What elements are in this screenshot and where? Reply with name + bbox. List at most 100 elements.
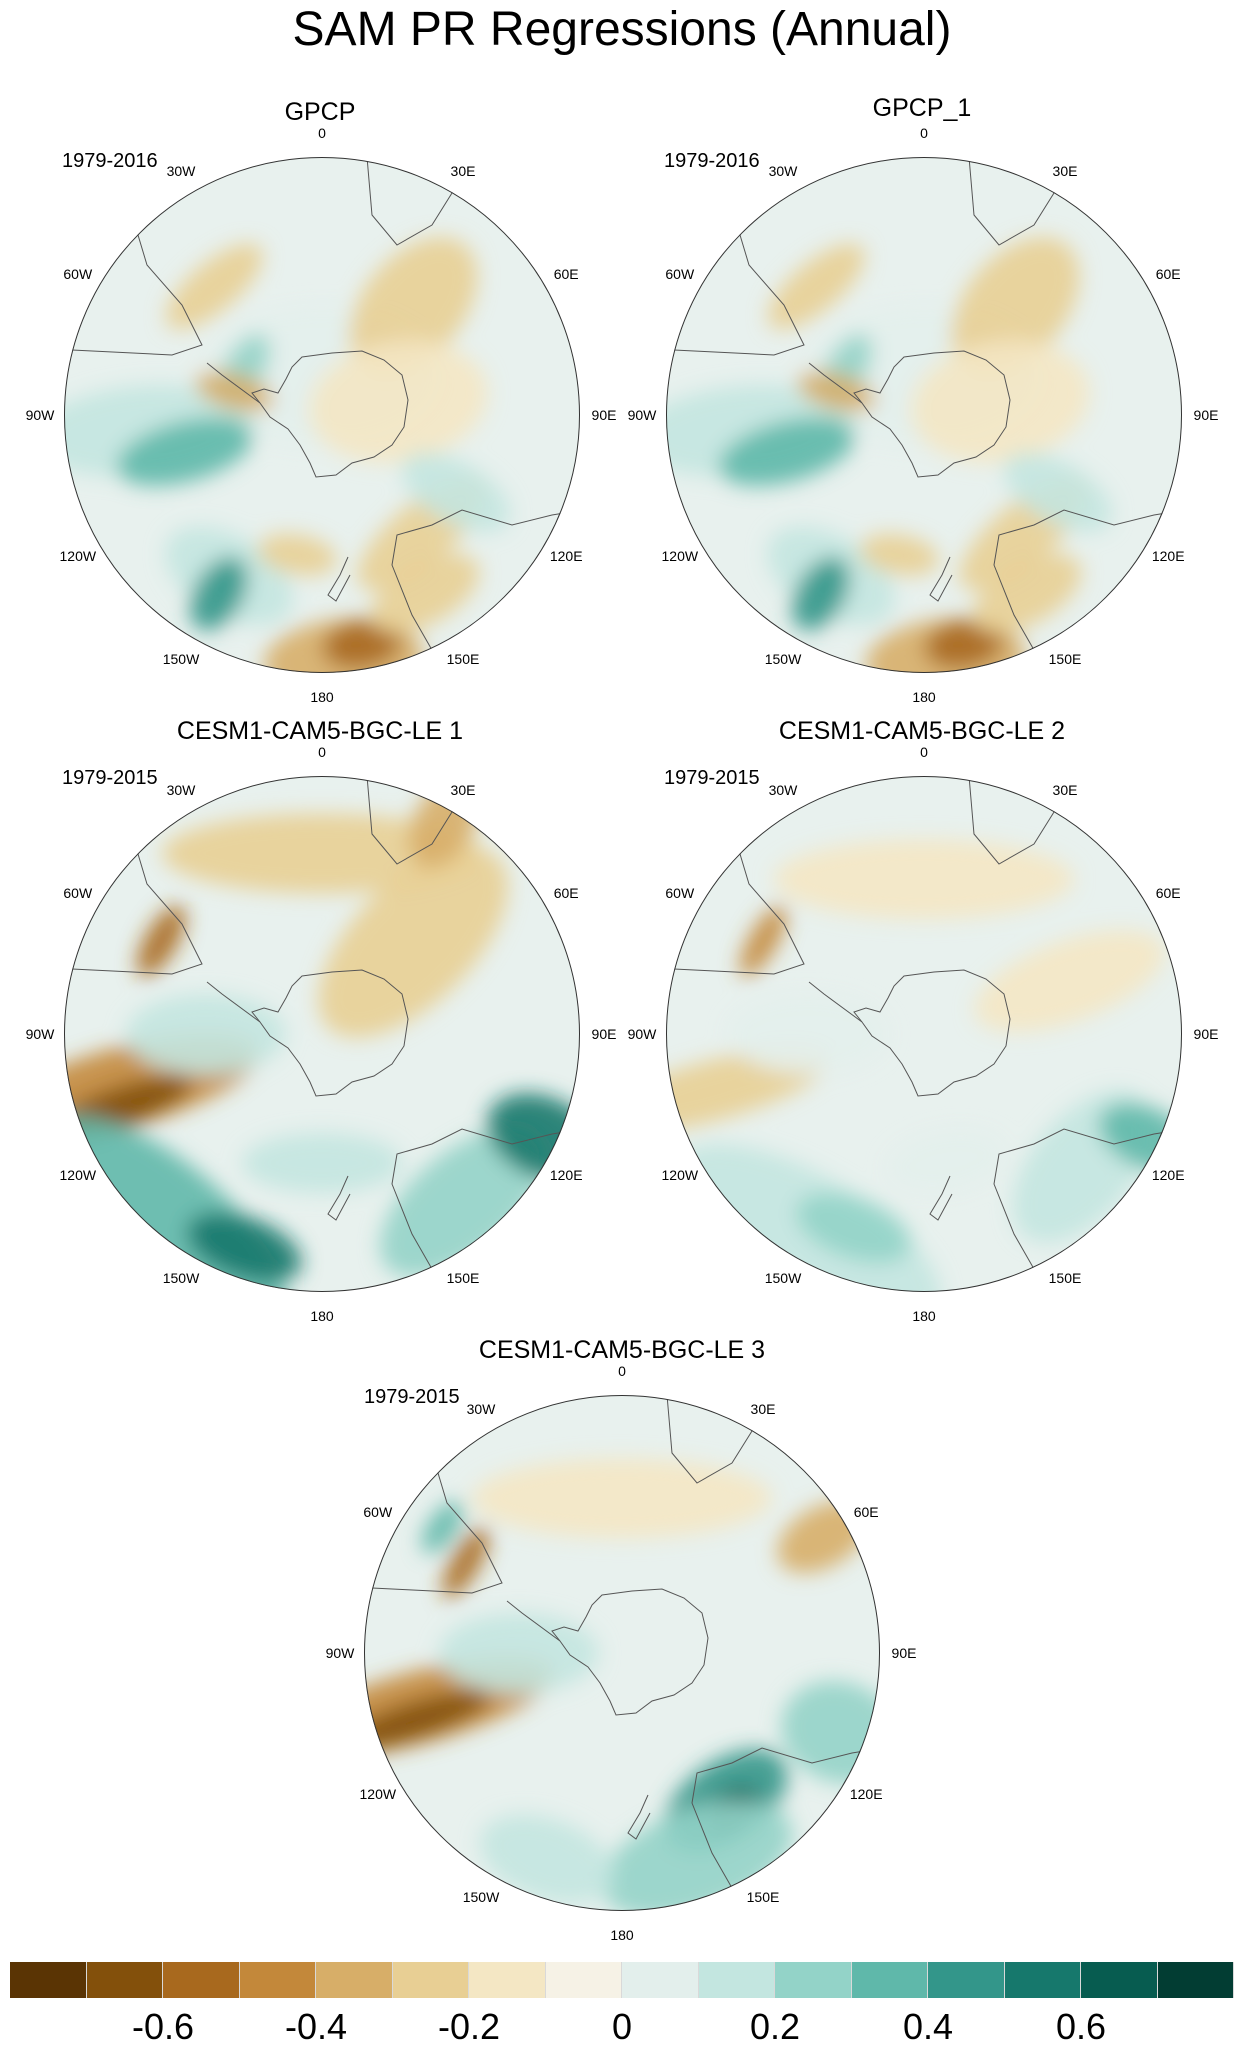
colorbar-box (545, 1962, 622, 1998)
anomaly-region (1004, 452, 1113, 533)
polar-map (666, 157, 1182, 673)
longitude-label: 150W (764, 651, 802, 668)
peninsula-outline (506, 1600, 561, 1642)
longitude-label: 30W (466, 1400, 496, 1417)
anomaly-region (973, 554, 1082, 634)
colorbar-label: 0.4 (902, 2006, 954, 2047)
australia-outline (391, 1128, 580, 1270)
anomaly-region (308, 340, 488, 463)
anomaly-region (195, 371, 274, 412)
anomaly-region (797, 371, 876, 412)
anomaly-region (674, 1143, 942, 1292)
longitude-label: 30W (166, 781, 196, 798)
map-border (364, 1395, 880, 1911)
longitude-label: 150W (764, 1270, 802, 1287)
colorbar-label: -0.6 (131, 2006, 195, 2047)
anomaly-region (162, 813, 482, 894)
longitude-label: 0 (618, 1363, 626, 1379)
panel-period: 1979-2016 (664, 150, 760, 172)
anomaly-region (322, 619, 402, 669)
anomaly-region (951, 237, 1080, 376)
colorbar-box (851, 1962, 928, 1998)
longitude-label: 60E (853, 1504, 879, 1520)
antarctica-outline (551, 1588, 709, 1716)
longitude-label: 90E (1193, 407, 1219, 423)
anomaly-region (727, 994, 888, 1074)
map-border (666, 157, 1182, 673)
longitude-label: 90W (627, 1026, 657, 1042)
longitude-label: 90W (25, 1026, 55, 1042)
africa-outline (666, 1395, 758, 1484)
africa-outline (366, 157, 458, 246)
longitude-label: 30E (450, 781, 476, 798)
new-zealand-outline (327, 1175, 351, 1221)
anomaly-region (887, 1129, 1006, 1193)
longitude-label: 30W (768, 781, 798, 798)
longitude-label: 90E (891, 1645, 917, 1661)
anomaly-region (186, 1212, 302, 1283)
anomaly-region (859, 533, 939, 576)
antarctica-outline (853, 969, 1011, 1097)
longitude-label: 90W (325, 1645, 355, 1661)
anomaly-region (349, 237, 478, 376)
longitude-label: 180 (610, 1927, 634, 1943)
longitude-label: 150E (1048, 1270, 1082, 1287)
australia-outline (691, 1747, 880, 1889)
longitude-label: 60W (665, 885, 695, 901)
anomaly-region (116, 417, 253, 486)
new-zealand-outline (327, 556, 351, 602)
anomaly-region (371, 554, 480, 634)
longitude-label: 120E (849, 1786, 883, 1802)
longitude-label: 30E (1052, 781, 1078, 798)
polar-map (64, 157, 580, 673)
colorbar-box (316, 1962, 393, 1998)
panel-title: CESM1-CAM5-BGC-LE 3 (478, 1336, 766, 1364)
panel-period: 1979-2015 (62, 767, 158, 789)
anomaly-region (479, 1814, 615, 1904)
anomaly-region (718, 417, 855, 486)
anomaly-region (666, 1048, 829, 1134)
longitude-label: 30W (166, 162, 196, 179)
colorbar-box (1081, 1962, 1158, 1998)
anomaly-region (318, 847, 509, 1038)
antarctica-outline (251, 969, 409, 1097)
anomaly-region (910, 340, 1090, 463)
anomaly-region (767, 243, 865, 330)
anomaly-region (421, 1501, 464, 1554)
figure-title: SAM PR Regressions (Annual) (292, 3, 952, 56)
peninsula-outline (206, 981, 261, 1023)
colorbar-box (163, 1962, 240, 1998)
colorbar-label: -0.2 (437, 2006, 501, 2047)
australia-outline (391, 509, 580, 651)
colorbar-box (469, 1962, 546, 1998)
map-border (64, 157, 580, 673)
colorbar-box (86, 1962, 163, 1998)
polar-map (666, 776, 1182, 1292)
longitude-label: 0 (318, 744, 326, 760)
longitude-label: 120E (549, 548, 583, 564)
colorbar-box (1004, 1962, 1081, 1998)
longitude-label: 120W (59, 1167, 97, 1183)
colorbar-label: 0.2 (749, 2006, 801, 2047)
polar-map (64, 776, 580, 1292)
longitude-label: 120W (661, 1167, 699, 1183)
colorbar-label: 0.6 (1055, 2006, 1107, 2047)
longitude-label: 60E (553, 266, 579, 282)
longitude-label: 150E (446, 651, 480, 668)
colorbar (10, 1962, 1234, 1998)
antarctica-outline (251, 350, 409, 478)
africa-outline (968, 157, 1060, 246)
longitude-label: 180 (912, 689, 936, 705)
longitude-label: 150E (446, 1270, 480, 1287)
australia-outline (993, 509, 1182, 651)
longitude-label: 60W (363, 1504, 393, 1520)
longitude-label: 90E (591, 1026, 617, 1042)
new-zealand-outline (627, 1794, 651, 1840)
panel-period: 1979-2015 (364, 1386, 460, 1408)
anomaly-region (791, 557, 850, 631)
anomaly-region (379, 1127, 547, 1277)
colorbar-box (698, 1962, 775, 1998)
antarctica-outline (853, 350, 1011, 478)
anomaly-region (472, 1458, 772, 1539)
longitude-label: 120E (549, 1167, 583, 1183)
